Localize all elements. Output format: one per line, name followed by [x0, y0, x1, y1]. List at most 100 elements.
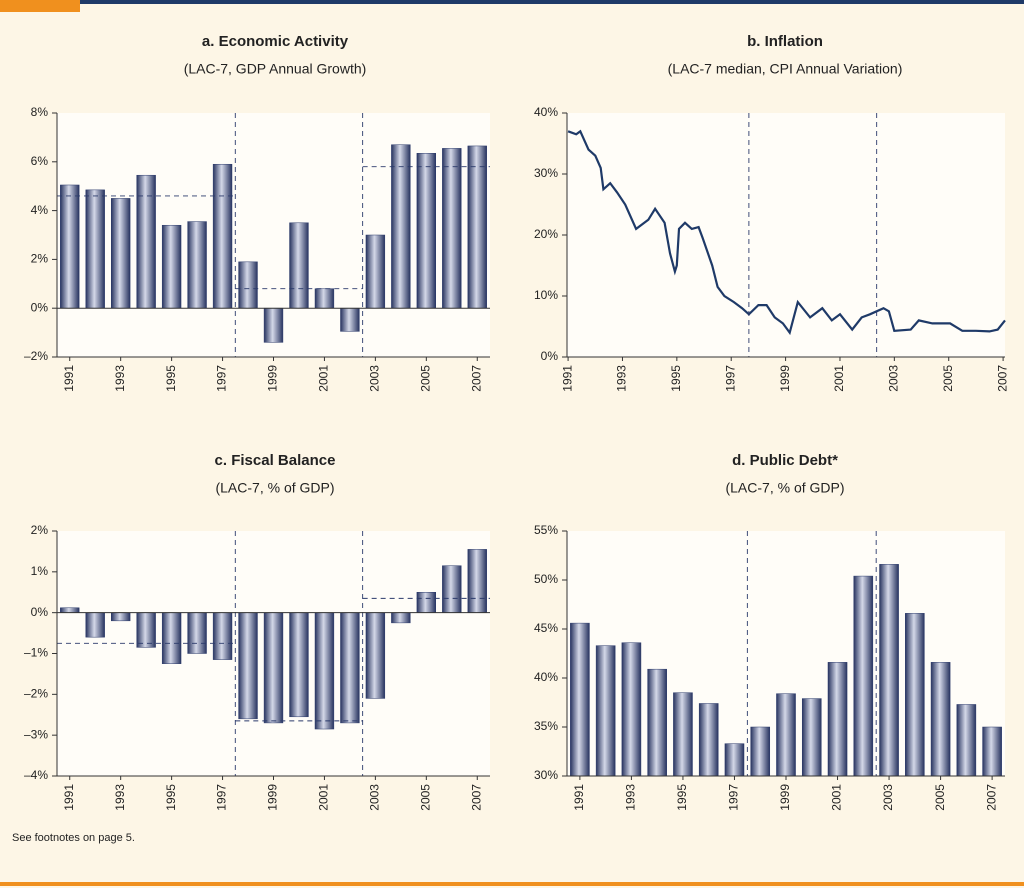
x-tick-label: 1991 [62, 365, 76, 392]
y-tick-label: –3% [24, 727, 48, 741]
bar [111, 612, 131, 622]
bar [212, 163, 233, 309]
x-tick-label: 1999 [266, 784, 280, 811]
bar [60, 607, 80, 613]
x-tick-label: 1995 [675, 784, 689, 811]
bar [391, 612, 411, 624]
x-tick-label: 2005 [418, 784, 432, 811]
x-tick-label: 2007 [984, 784, 998, 811]
y-tick-label: 55% [534, 523, 558, 537]
x-tick-label: 1995 [669, 365, 683, 392]
y-tick-label: –4% [24, 768, 48, 782]
x-tick-label: 2003 [881, 784, 895, 811]
top-rule [0, 0, 1024, 4]
y-tick-label: 0% [31, 605, 49, 619]
bar [85, 189, 105, 309]
y-tick-label: 45% [534, 621, 558, 635]
x-tick-label: 2003 [368, 365, 382, 392]
chart-title: d. Public Debt* [732, 452, 838, 469]
bar [161, 224, 182, 309]
plot-area [567, 113, 1005, 357]
bar [750, 726, 771, 777]
bar [724, 743, 745, 777]
bar [391, 144, 411, 309]
y-tick-label: 20% [534, 227, 558, 241]
y-tick-label: 2% [31, 252, 49, 266]
chart-title: a. Economic Activity [202, 33, 349, 50]
bar [776, 693, 796, 777]
bar [161, 612, 182, 664]
x-tick-label: 2001 [317, 365, 331, 392]
x-tick-label: 2001 [830, 784, 844, 811]
x-tick-label: 1997 [723, 365, 737, 392]
x-tick-label: 1991 [560, 365, 574, 392]
chart-title: b. Inflation [747, 33, 823, 50]
bar [570, 622, 590, 777]
x-tick-label: 2003 [368, 784, 382, 811]
x-tick-label: 2001 [317, 784, 331, 811]
bar [238, 612, 258, 720]
x-tick-label: 1991 [572, 784, 586, 811]
y-tick-label: 0% [31, 300, 49, 314]
x-tick-label: 2001 [832, 365, 846, 392]
bar [289, 222, 309, 309]
bar [673, 692, 693, 777]
bar [263, 307, 284, 343]
chart-subtitle: (LAC-7, % of GDP) [215, 480, 334, 496]
x-tick-label: 2005 [941, 365, 955, 392]
x-tick-label: 1993 [113, 784, 127, 811]
y-tick-label: 10% [534, 288, 558, 302]
bar [238, 261, 258, 309]
x-tick-label: 2005 [933, 784, 947, 811]
bar [442, 148, 462, 309]
x-tick-label: 1999 [778, 784, 792, 811]
x-tick-label: 1997 [727, 784, 741, 811]
bar [85, 612, 105, 638]
bar [930, 662, 951, 777]
bottom-rule [0, 882, 1024, 886]
chart-subtitle: (LAC-7, GDP Annual Growth) [184, 61, 367, 77]
bar [340, 307, 360, 332]
bar [467, 145, 487, 309]
bar [314, 288, 335, 309]
y-tick-label: –2% [24, 349, 48, 363]
chart-subtitle: (LAC-7 median, CPI Annual Variation) [668, 61, 903, 77]
y-tick-label: 4% [31, 203, 49, 217]
x-tick-label: 1991 [62, 784, 76, 811]
bar [212, 612, 233, 660]
x-tick-label: 2005 [418, 365, 432, 392]
chart-title: c. Fiscal Balance [215, 452, 336, 469]
bar [340, 612, 360, 724]
y-tick-label: 30% [534, 768, 558, 782]
x-tick-label: 1993 [615, 365, 629, 392]
bar [60, 184, 80, 309]
bar [801, 698, 822, 777]
y-tick-label: –1% [24, 646, 48, 660]
y-tick-label: 40% [534, 105, 558, 119]
bar [879, 564, 899, 777]
x-tick-label: 1993 [624, 784, 638, 811]
bar [263, 612, 284, 724]
x-tick-label: 2007 [469, 784, 483, 811]
y-tick-label: 35% [534, 719, 558, 733]
bar [595, 645, 616, 777]
bar [956, 704, 977, 777]
x-tick-label: 2003 [887, 365, 901, 392]
x-tick-label: 1997 [215, 784, 229, 811]
y-tick-label: 8% [31, 105, 49, 119]
bar [698, 703, 719, 777]
bar [467, 549, 487, 613]
footnote: See footnotes on page 5. [12, 832, 135, 844]
bar [187, 612, 207, 654]
y-tick-label: 50% [534, 572, 558, 586]
y-tick-label: 30% [534, 166, 558, 180]
line [567, 129, 1006, 336]
y-tick-label: 6% [31, 154, 49, 168]
bar [187, 221, 207, 309]
bar [416, 592, 436, 613]
bar [136, 174, 156, 309]
x-tick-label: 1993 [113, 365, 127, 392]
bar [647, 668, 667, 777]
bar [111, 198, 131, 309]
